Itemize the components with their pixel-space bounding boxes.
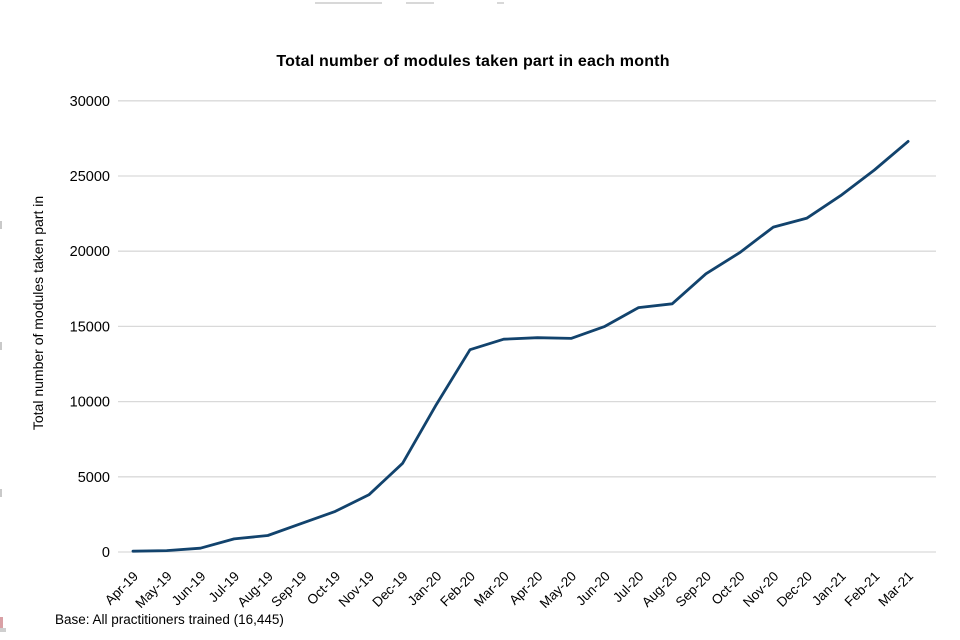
x-tick-label-Nov-19: Nov-19 (336, 569, 377, 610)
x-tick-label-Sep-19: Sep-19 (268, 569, 309, 610)
x-tick-label-Aug-19: Aug-19 (235, 569, 276, 610)
x-tick-label-Sep-20: Sep-20 (673, 569, 714, 610)
base-note: Base: All practitioners trained (16,445) (55, 612, 284, 627)
chart-title: Total number of modules taken part in ea… (276, 53, 670, 70)
crop-artifact-top-3 (497, 2, 504, 4)
x-tick-label-Feb-20: Feb-20 (437, 569, 478, 610)
y-tick-label-5000: 5000 (78, 470, 110, 486)
x-tick-label-Jan-21: Jan-21 (809, 569, 849, 609)
x-tick-label-Aug-20: Aug-20 (639, 569, 680, 610)
crop-artifact-left-1 (0, 221, 2, 229)
x-tick-label-Mar-20: Mar-20 (471, 569, 512, 610)
crop-artifact-left-2 (0, 342, 2, 350)
crop-artifact-left-3 (0, 489, 2, 497)
y-tick-label-10000: 10000 (70, 395, 110, 411)
x-tick-label-Jun-19: Jun-19 (169, 569, 209, 609)
x-tick-label-Jan-20: Jan-20 (405, 569, 445, 609)
x-tick-label-Nov-20: Nov-20 (740, 569, 781, 610)
crop-artifact-top-2 (406, 2, 434, 4)
x-tick-label-May-20: May-20 (537, 569, 579, 611)
y-tick-label-20000: 20000 (70, 244, 110, 260)
crop-artifact-top-1 (315, 2, 382, 4)
x-tick-label-Mar-21: Mar-21 (875, 569, 916, 610)
x-tick-label-Feb-21: Feb-21 (842, 569, 883, 610)
x-tick-label-Jun-20: Jun-20 (573, 569, 613, 609)
data-line-total-modules (131, 139, 910, 553)
x-tick-label-Dec-19: Dec-19 (369, 569, 410, 610)
x-tick-label-Dec-20: Dec-20 (774, 569, 815, 610)
y-tick-label-25000: 25000 (70, 169, 110, 185)
crop-artifact-pink (0, 617, 3, 629)
crop-artifact-chip (0, 628, 6, 632)
y-tick-label-0: 0 (102, 545, 110, 561)
x-tick-label-May-19: May-19 (132, 569, 174, 611)
y-tick-label-15000: 15000 (70, 319, 110, 335)
y-axis-title: Total number of modules taken part in (30, 195, 46, 431)
y-tick-label-30000: 30000 (70, 94, 110, 110)
